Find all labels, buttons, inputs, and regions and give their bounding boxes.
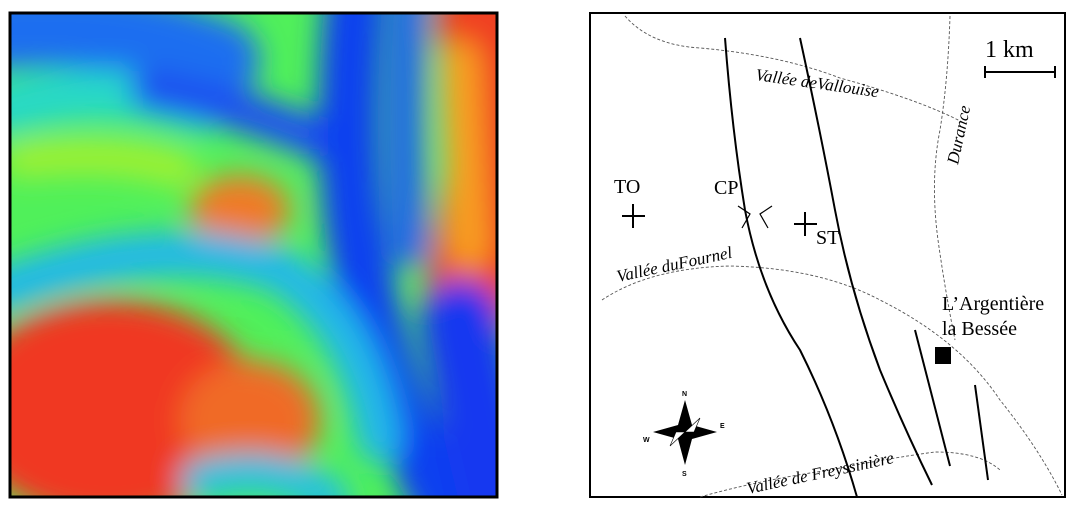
- river: [624, 15, 963, 123]
- faults: [724, 37, 989, 498]
- fault: [914, 329, 951, 467]
- map-frame: [589, 12, 1066, 498]
- town-label: la Bessée: [942, 318, 1017, 340]
- schematic-map: Vallée deVallouise Durance Vallée duFour…: [589, 12, 1066, 498]
- river: [601, 265, 1063, 496]
- fault: [799, 37, 933, 486]
- elevation-map: [10, 13, 497, 497]
- scale-label: 1 km: [985, 37, 1034, 63]
- town-label: L’Argentière: [942, 293, 1044, 315]
- compass-label: N: [682, 391, 687, 398]
- compass-label: S: [682, 471, 687, 478]
- river-label: Vallée duFournel: [615, 243, 734, 286]
- site-label: TO: [614, 176, 640, 198]
- river: [933, 15, 956, 341]
- fault: [724, 37, 858, 498]
- site-cross: [794, 212, 817, 236]
- scale-bar: [984, 66, 1056, 78]
- site-symbol: [737, 205, 773, 229]
- compass-label: E: [720, 423, 725, 430]
- rivers: [601, 15, 1063, 498]
- site-label: ST: [816, 227, 839, 249]
- site-cross: [622, 204, 645, 228]
- river-label: Durance: [943, 103, 974, 167]
- town-marker: [935, 347, 951, 364]
- compass-label: W: [643, 437, 650, 444]
- river: [699, 451, 1001, 498]
- river-label: Vallée deVallouise: [754, 65, 880, 101]
- map-frame: [8, 11, 499, 499]
- fault: [974, 384, 989, 481]
- river-label: Vallée de Freyssinière: [745, 448, 896, 498]
- site-markers: [622, 204, 817, 236]
- site-label: CP: [714, 177, 738, 199]
- compass: N E S W: [643, 391, 725, 478]
